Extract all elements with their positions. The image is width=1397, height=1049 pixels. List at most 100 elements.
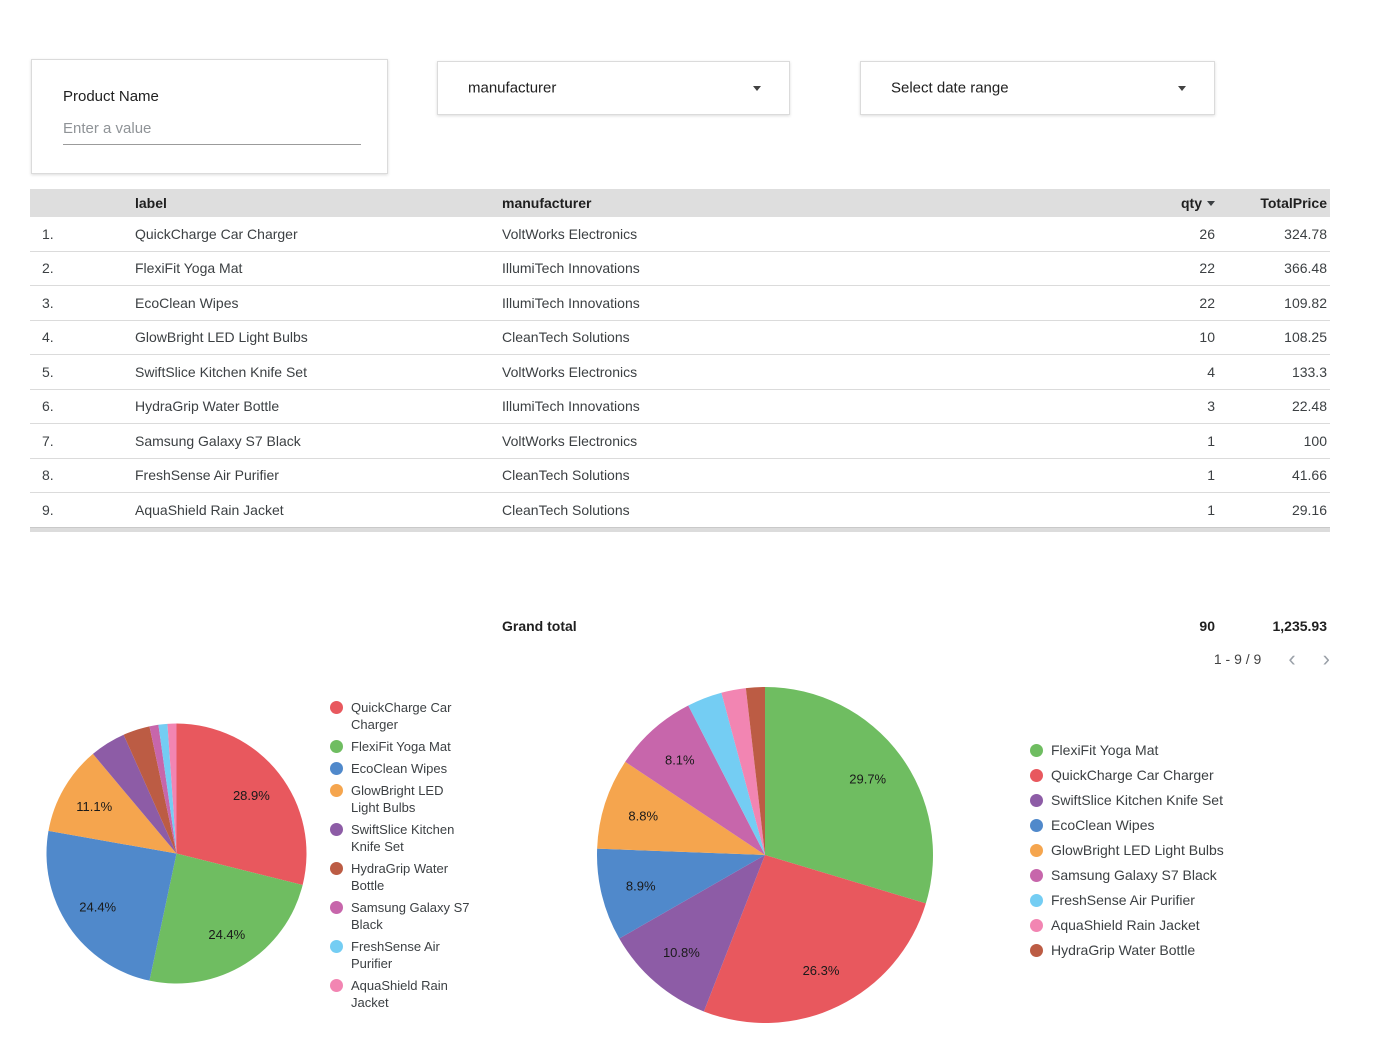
qty-cell: 1 (1207, 501, 1215, 518)
label-cell: Samsung Galaxy S7 Black (135, 432, 301, 449)
pie-slice[interactable] (703, 855, 926, 1023)
column-header-manufacturer[interactable]: manufacturer (502, 195, 592, 211)
legend-item-label: HydraGrip Water Bottle (351, 861, 449, 893)
pie-slice[interactable] (123, 726, 177, 854)
legend-item[interactable]: QuickCharge Car Charger (330, 699, 470, 733)
legend-item-label: QuickCharge Car Charger (1051, 767, 1214, 783)
table-row[interactable]: 5. SwiftSlice Kitchen Knife Set VoltWorks … (30, 355, 1330, 390)
legend-dot-icon (1030, 819, 1043, 832)
legend-item-label: EcoClean Wipes (351, 761, 448, 776)
manufacturer-filter-dropdown[interactable]: manufacturer (437, 61, 790, 115)
manufacturer-cell: CleanTech Solutions (502, 467, 630, 484)
legend-dot-icon (330, 862, 343, 875)
column-header-totalprice[interactable]: TotalPrice (1260, 195, 1327, 211)
pie-slice[interactable] (765, 687, 933, 904)
grand-total-qty: 90 (1199, 618, 1215, 634)
legend-dot-icon (330, 784, 343, 797)
legend-item[interactable]: FlexiFit Yoga Mat (330, 738, 470, 755)
column-header-label[interactable]: label (135, 195, 167, 211)
legend-dot-icon (330, 740, 343, 753)
manufacturer-cell: CleanTech Solutions (502, 501, 630, 518)
pie-slice[interactable] (745, 687, 765, 855)
pie-slice[interactable] (167, 723, 177, 854)
legend-item[interactable]: FreshSense Air Purifier (1030, 892, 1224, 909)
pagination: 1 - 9 / 9 ‹ › (30, 645, 1330, 673)
pie-slice[interactable] (158, 723, 177, 854)
legend-dot-icon (330, 979, 343, 992)
legend-item[interactable]: AquaShield Rain Jacket (1030, 917, 1224, 934)
totalprice-cell: 100 (1303, 432, 1327, 449)
label-cell: EcoClean Wipes (135, 294, 239, 311)
product-name-filter-card: Product Name (31, 59, 388, 174)
table-row[interactable]: 1. QuickCharge Car Charger VoltWorks Elect… (30, 217, 1330, 252)
pie-percent-label: 26.3% (803, 963, 840, 978)
label-cell: AquaShield Rain Jacket (135, 501, 284, 518)
product-name-input[interactable] (63, 118, 361, 145)
table-row[interactable]: 3. EcoClean Wipes IllumiTech Innovations 22… (30, 286, 1330, 321)
legend-item[interactable]: AquaShield Rain Jacket (330, 977, 470, 1011)
row-index-cell: 6. (42, 398, 54, 415)
legend-item[interactable]: SwiftSlice Kitchen Knife Set (1030, 792, 1224, 809)
legend-item[interactable]: FlexiFit Yoga Mat (1030, 742, 1224, 759)
legend-item[interactable]: Samsung Galaxy S7 Black (330, 899, 470, 933)
pie-slice[interactable] (597, 761, 765, 855)
legend-item[interactable]: HydraGrip Water Bottle (330, 860, 470, 894)
manufacturer-cell: VoltWorks Electronics (502, 225, 638, 242)
table-row[interactable]: 2. FlexiFit Yoga Mat IllumiTech Innovation… (30, 251, 1330, 286)
next-page-button[interactable]: › (1322, 646, 1330, 671)
totalprice-pie-chart: 29.7% 26.3% 10.8% 8.9% 8.8% 8.1% (595, 685, 935, 1030)
pie-percent-label: 29.7% (849, 772, 886, 787)
column-header-qty[interactable]: qty (1045, 195, 1215, 211)
row-index-cell: 2. (42, 260, 54, 277)
legend-item[interactable]: GlowBright LED Light Bulbs (330, 782, 470, 816)
table-row[interactable]: 6. HydraGrip Water Bottle IllumiTech Innov… (30, 389, 1330, 424)
prev-page-button[interactable]: ‹ (1288, 646, 1296, 671)
pie-slice[interactable] (625, 705, 765, 855)
pie-slice[interactable] (92, 734, 177, 854)
pagination-range: 1 - 9 / 9 (1213, 651, 1262, 667)
table-row[interactable]: 8. FreshSense Air Purifier CleanTech Solut… (30, 458, 1330, 493)
pie-slice[interactable] (176, 723, 307, 885)
legend-item[interactable]: GlowBright LED Light Bulbs (1030, 842, 1224, 859)
table-row[interactable]: 9. AquaShield Rain Jacket CleanTech Soluti… (30, 493, 1330, 528)
pie-percent-label: 8.8% (628, 809, 658, 824)
pie-slice[interactable] (48, 753, 177, 854)
totalprice-cell: 324.78 (1284, 225, 1327, 242)
grand-total-price: 1,235.93 (1272, 618, 1328, 634)
legend-item[interactable]: Samsung Galaxy S7 Black (1030, 867, 1224, 884)
row-index-cell: 8. (42, 467, 54, 484)
legend-dot-icon (330, 901, 343, 914)
pie-percent-label: 24.4% (79, 900, 116, 915)
legend-item-label: SwiftSlice Kitchen Knife Set (1051, 792, 1223, 808)
totalprice-cell: 41.66 (1291, 467, 1327, 484)
pie-slice[interactable] (149, 724, 177, 854)
pie-slice[interactable] (688, 692, 765, 855)
qty-cell: 22 (1199, 294, 1215, 311)
totalprice-cell: 109.82 (1284, 294, 1327, 311)
pie-slice[interactable] (721, 688, 765, 855)
pie-slice[interactable] (597, 848, 765, 939)
legend-item[interactable]: QuickCharge Car Charger (1030, 767, 1224, 784)
row-index-cell: 4. (42, 329, 54, 346)
label-cell: FreshSense Air Purifier (135, 467, 279, 484)
legend-dot-icon (1030, 944, 1043, 957)
legend-item-label: Samsung Galaxy S7 Black (351, 900, 470, 932)
legend-item[interactable]: EcoClean Wipes (1030, 817, 1224, 834)
pie-slice[interactable] (46, 830, 177, 981)
legend-item[interactable]: SwiftSlice Kitchen Knife Set (330, 821, 470, 855)
grand-total-label: Grand total (502, 618, 577, 634)
pie-slice[interactable] (149, 853, 303, 984)
pie-slice[interactable] (619, 855, 765, 1012)
legend-item[interactable]: HydraGrip Water Bottle (1030, 942, 1224, 959)
row-index-cell: 1. (42, 225, 54, 242)
legend-item[interactable]: FreshSense Air Purifier (330, 938, 470, 972)
pie-percent-label: 11.1% (76, 799, 112, 814)
table-row[interactable]: 7. Samsung Galaxy S7 Black VoltWorks Elect… (30, 424, 1330, 459)
sort-desc-icon (1207, 200, 1215, 206)
date-range-filter-dropdown[interactable]: Select date range (860, 61, 1215, 115)
table-row[interactable]: 4. GlowBright LED Light Bulbs CleanTech So… (30, 320, 1330, 355)
legend-item[interactable]: EcoClean Wipes (330, 760, 470, 777)
pie-percent-label: 8.1% (665, 753, 695, 768)
label-cell: HydraGrip Water Bottle (135, 398, 280, 415)
manufacturer-filter-label: manufacturer (468, 79, 557, 97)
